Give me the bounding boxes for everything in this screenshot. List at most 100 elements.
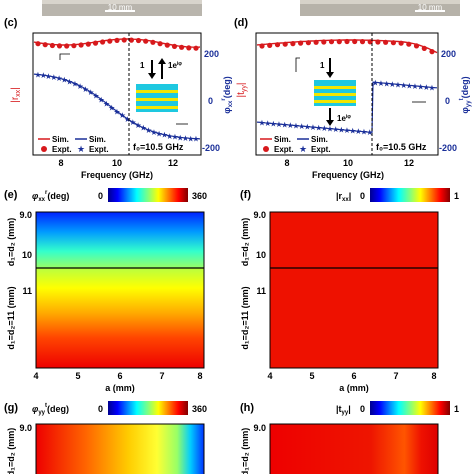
plot-frame: [35, 211, 205, 369]
data-point: ★: [182, 134, 189, 143]
data-point: ★: [161, 131, 168, 140]
panel-label: (f): [240, 189, 251, 201]
svg-text:Expt.: Expt.: [274, 145, 294, 154]
legend: Sim. Sim. Expt. ★ Expt.: [260, 135, 331, 154]
heatmap: [36, 424, 204, 474]
data-point: ★: [264, 119, 271, 128]
data-point: ★: [71, 80, 78, 89]
y-label-top: d₁=d₂ (mm): [240, 218, 250, 266]
data-point: ★: [103, 99, 110, 108]
data-point: [71, 43, 77, 49]
right-tick: 200: [441, 49, 456, 59]
colorbar-label: |tyy|: [336, 404, 351, 416]
expt-phase-points: ★★★★★★★★★★★★★★★★★★★★★★★★★★★★★★★: [258, 78, 435, 137]
data-point: [328, 39, 335, 45]
data-point: [157, 41, 163, 47]
x-tick: 10: [343, 158, 353, 168]
x-tick: 4: [267, 371, 272, 381]
data-point: ★: [135, 121, 142, 130]
data-point: ★: [56, 74, 63, 83]
x-tick: 5: [309, 371, 314, 381]
data-point: [336, 39, 342, 45]
data-point: ★: [309, 123, 316, 132]
legend: Sim. Sim. Expt. ★ Expt.: [38, 135, 109, 154]
x-tick: 7: [393, 371, 398, 381]
data-point: [64, 43, 70, 49]
svg-text:Sim.: Sim.: [52, 135, 69, 144]
data-point: [421, 45, 427, 52]
x-axis-label: Frequency (GHz): [81, 170, 153, 180]
y-tick: 9.0: [253, 423, 266, 433]
x-tick: 8: [431, 371, 436, 381]
data-point: [282, 41, 288, 47]
inset-label: 1eiφ: [168, 61, 182, 70]
svg-text:Expt.: Expt.: [89, 145, 109, 154]
data-point: ★: [34, 71, 41, 80]
heatmap-bottom: [36, 268, 204, 368]
data-point: ★: [61, 76, 68, 85]
data-point: [429, 49, 435, 55]
colorbar-max: 1: [454, 404, 459, 414]
data-point: ★: [423, 83, 430, 92]
data-point: ★: [113, 107, 120, 116]
colorbar-max: 1: [454, 191, 459, 201]
y-label-bottom: d₁=d₂=11 (mm): [6, 286, 16, 349]
data-point: ★: [400, 81, 407, 90]
panel-label: (h): [240, 402, 254, 414]
data-point: ★: [417, 82, 424, 91]
data-point: [313, 39, 319, 45]
svg-text:★: ★: [299, 144, 307, 154]
data-point: [383, 39, 389, 45]
inset-label: 1: [320, 61, 325, 70]
right-tick: -200: [439, 143, 457, 153]
y-tick: 10: [256, 250, 266, 260]
panel-h: (h) |tyy| 0 1 9.0 d₁=d₂ (mm): [240, 401, 459, 474]
data-point: ★: [98, 95, 105, 104]
data-point: ★: [411, 82, 418, 91]
data-point: ★: [326, 125, 333, 134]
data-point: ★: [187, 134, 194, 143]
data-point: [359, 39, 366, 45]
sim-phase-line: [33, 73, 201, 140]
x-tick: 8: [197, 371, 202, 381]
svg-text:Sim.: Sim.: [274, 135, 291, 144]
arrow-head-icon: [326, 72, 334, 78]
data-point: ★: [258, 119, 265, 128]
panel-label: (g): [4, 402, 18, 414]
x-tick: 8: [284, 158, 289, 168]
x-tick: 6: [117, 371, 122, 381]
colorbar-max: 360: [192, 191, 207, 201]
x-axis-label: a (mm): [339, 383, 369, 393]
data-point: [193, 45, 199, 51]
colorbar-min: 0: [98, 191, 103, 201]
y-left-label: |tyy|: [236, 83, 248, 98]
colorbar-label: φxxr(deg): [32, 190, 69, 203]
colorbar-max: 360: [192, 404, 207, 414]
data-point: [259, 43, 265, 49]
colorbar-min: 0: [360, 191, 365, 201]
data-point: ★: [366, 128, 373, 137]
data-point: [413, 43, 420, 49]
scale-bar-label: 10 mm: [108, 3, 133, 12]
data-point: [143, 38, 149, 44]
svg-text:Sim.: Sim.: [311, 135, 328, 144]
data-point: ★: [383, 79, 390, 88]
data-point: ★: [177, 133, 184, 142]
plot-frame: [269, 423, 439, 474]
inset-label: 1: [140, 61, 145, 70]
data-point: ★: [40, 71, 47, 80]
colorbar: [370, 188, 450, 202]
data-point: [49, 42, 56, 49]
data-point: [398, 40, 404, 46]
heatmap-top: [36, 212, 204, 268]
panel-d: (d) ★★★★★★★★★★★★★★★★★★★★★★★★★★★★★★★ 1 1e…: [234, 17, 472, 180]
right-tick: -200: [202, 143, 220, 153]
data-point: [42, 42, 48, 48]
data-point: [274, 42, 281, 48]
arrow-head-icon: [326, 120, 334, 126]
panel-label: (e): [4, 189, 18, 201]
panel-e: (e) φxxr(deg) 0 360 9.0 10 11 d₁=d₂ (mm)…: [4, 188, 207, 393]
plot-frame: [35, 423, 205, 474]
data-point: ★: [145, 126, 152, 135]
data-point: ★: [192, 135, 199, 144]
